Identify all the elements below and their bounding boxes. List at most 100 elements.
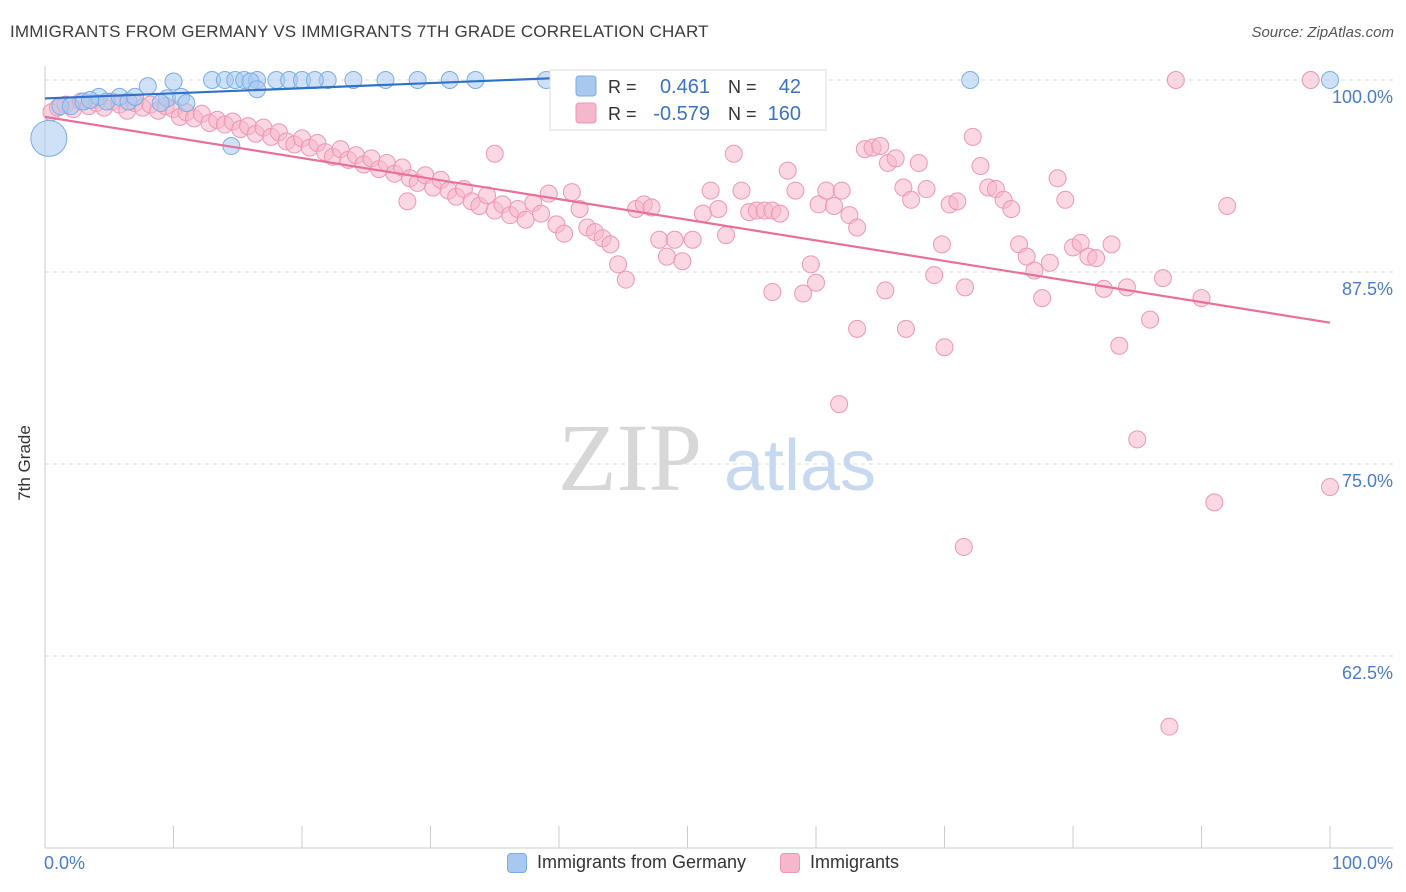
immigrants-point (917, 180, 936, 199)
immigrants-point (971, 157, 990, 176)
immigrants-point (1040, 253, 1059, 272)
immigrants-point (1141, 310, 1160, 329)
stats-n-label-germany: N = (728, 77, 757, 97)
germany-point (164, 72, 183, 91)
immigrants-point (709, 200, 728, 219)
watermark: ZIP atlas (558, 404, 876, 511)
immigrants-point (485, 144, 504, 163)
stats-box: R = 0.461 N = 42 R = -0.579 N = 160 (549, 69, 827, 131)
x-tick-label-min: 0.0% (44, 853, 85, 873)
immigrants-point (562, 183, 581, 202)
immigrants-point (925, 266, 944, 285)
immigrants-point (1056, 190, 1075, 209)
immigrants-point (801, 255, 820, 274)
immigrants-point (642, 198, 661, 217)
chart-title: IMMIGRANTS FROM GERMANY VS IMMIGRANTS 7T… (10, 22, 709, 41)
axes (44, 66, 1393, 849)
germany-point (80, 90, 99, 109)
y-axis-label: 7th Grade (15, 425, 34, 501)
trend-line-immigrants (44, 115, 1331, 324)
stats-r-label-germany: R = (608, 77, 637, 97)
stats-r-value-immigrants: -0.579 (653, 103, 710, 125)
legend-label-immigrants: Immigrants (810, 852, 900, 872)
immigrants-point (1301, 71, 1320, 89)
immigrants-point (794, 284, 813, 303)
immigrants-point (824, 196, 843, 215)
immigrants-point (876, 281, 895, 300)
immigrants-point (398, 192, 417, 211)
immigrants-points (42, 71, 1339, 736)
stats-r-label-immigrants: R = (608, 104, 637, 124)
y-tick-label: 100.0% (1332, 87, 1393, 107)
immigrants-point (650, 230, 669, 249)
germany-point (1321, 71, 1339, 89)
germany-point (408, 71, 427, 89)
immigrants-point (609, 255, 628, 274)
immigrants-point (1071, 233, 1090, 252)
y-tick-label: 62.5% (1342, 663, 1393, 683)
legend-label-germany: Immigrants from Germany (536, 852, 747, 872)
immigrants-point (1087, 249, 1106, 268)
immigrants-point (701, 181, 720, 200)
trend-line-germany (44, 75, 585, 100)
immigrants-point (1128, 430, 1147, 449)
immigrants-point (1048, 169, 1067, 188)
immigrants-point (817, 181, 836, 200)
immigrants-point (532, 204, 551, 223)
immigrants-point (693, 204, 712, 223)
legend-swatch-germany (506, 852, 527, 873)
immigrants-point (956, 278, 975, 297)
legend: Immigrants from Germany Immigrants (0, 852, 1406, 873)
grid-lines (45, 79, 1393, 657)
germany-point (961, 71, 980, 89)
immigrants-point (555, 224, 574, 243)
immigrants-point (902, 190, 921, 209)
stats-r-value-germany: 0.461 (660, 76, 710, 98)
immigrants-point (1218, 196, 1237, 215)
germany-point (440, 71, 459, 89)
stats-swatch-immigrants (575, 102, 597, 124)
germany-point (344, 71, 363, 89)
immigrants-point (1017, 247, 1036, 266)
immigrants-point (516, 210, 535, 229)
stats-n-value-immigrants: 160 (768, 103, 801, 125)
germany-point (30, 119, 68, 157)
germany-point (305, 71, 324, 89)
stats-n-label-immigrants: N = (728, 104, 757, 124)
watermark-zip: ZIP (558, 404, 702, 511)
germany-point (138, 77, 157, 96)
immigrants-point (832, 181, 851, 200)
immigrants-point (1205, 493, 1224, 512)
germany-point (125, 87, 144, 106)
immigrants-point (673, 252, 692, 271)
immigrants-point (1153, 269, 1172, 288)
immigrants-point (724, 144, 743, 163)
chart-source: Source: ZipAtlas.com (1251, 24, 1394, 41)
y-tick-label: 75.0% (1342, 471, 1393, 491)
immigrants-point (1117, 278, 1136, 297)
immigrants-point (665, 230, 684, 249)
stats-n-value-germany: 42 (779, 76, 801, 98)
immigrants-point (763, 282, 782, 301)
immigrants-point (848, 319, 867, 338)
immigrants-point (1110, 336, 1129, 355)
immigrants-point (886, 149, 905, 168)
immigrants-point (830, 395, 849, 414)
immigrants-point (1094, 279, 1113, 298)
x-tick-label-max: 100.0% (1332, 853, 1393, 873)
legend-item-immigrants: Immigrants (780, 852, 899, 873)
immigrants-point (948, 192, 967, 211)
germany-point (177, 94, 196, 113)
immigrants-point (1033, 289, 1052, 308)
stats-swatch-germany (575, 75, 597, 97)
immigrants-point (732, 181, 751, 200)
immigrants-point (935, 338, 954, 357)
immigrants-point (1002, 200, 1021, 219)
immigrants-point (896, 319, 915, 338)
trend-lines (44, 75, 1331, 324)
immigrants-point (601, 235, 620, 254)
immigrants-point (1160, 717, 1179, 736)
immigrants-point (778, 161, 797, 180)
immigrants-point (683, 230, 702, 249)
